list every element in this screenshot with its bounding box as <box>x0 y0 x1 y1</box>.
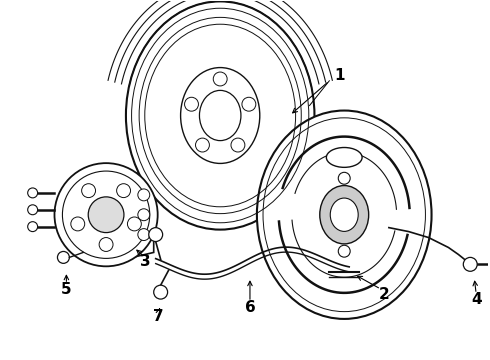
Circle shape <box>185 97 198 111</box>
Ellipse shape <box>199 90 241 141</box>
Ellipse shape <box>326 148 362 167</box>
Circle shape <box>338 245 350 257</box>
Circle shape <box>117 184 130 198</box>
Circle shape <box>82 184 96 198</box>
Text: 6: 6 <box>245 300 255 315</box>
Circle shape <box>138 189 150 201</box>
Polygon shape <box>111 167 154 262</box>
Circle shape <box>88 197 124 233</box>
Circle shape <box>62 171 150 258</box>
Circle shape <box>138 209 150 221</box>
Circle shape <box>154 285 168 299</box>
Ellipse shape <box>126 1 315 230</box>
Circle shape <box>57 251 70 264</box>
Circle shape <box>127 217 141 231</box>
Ellipse shape <box>181 68 260 163</box>
Text: 1: 1 <box>334 68 344 83</box>
Circle shape <box>149 228 163 242</box>
Text: 3: 3 <box>141 254 151 269</box>
Ellipse shape <box>320 185 368 244</box>
Circle shape <box>28 222 38 231</box>
Ellipse shape <box>330 198 358 231</box>
Circle shape <box>71 217 85 231</box>
Circle shape <box>28 205 38 215</box>
Text: 2: 2 <box>379 287 389 302</box>
Text: 4: 4 <box>471 292 482 307</box>
Circle shape <box>99 238 113 251</box>
Circle shape <box>138 229 150 240</box>
Text: 7: 7 <box>153 310 164 324</box>
Circle shape <box>54 163 158 266</box>
Circle shape <box>196 138 209 152</box>
Circle shape <box>28 188 38 198</box>
Circle shape <box>338 172 350 184</box>
Text: 5: 5 <box>61 282 72 297</box>
Circle shape <box>231 138 245 152</box>
Ellipse shape <box>257 111 432 319</box>
Circle shape <box>213 72 227 86</box>
Circle shape <box>464 257 477 271</box>
Circle shape <box>242 97 256 111</box>
